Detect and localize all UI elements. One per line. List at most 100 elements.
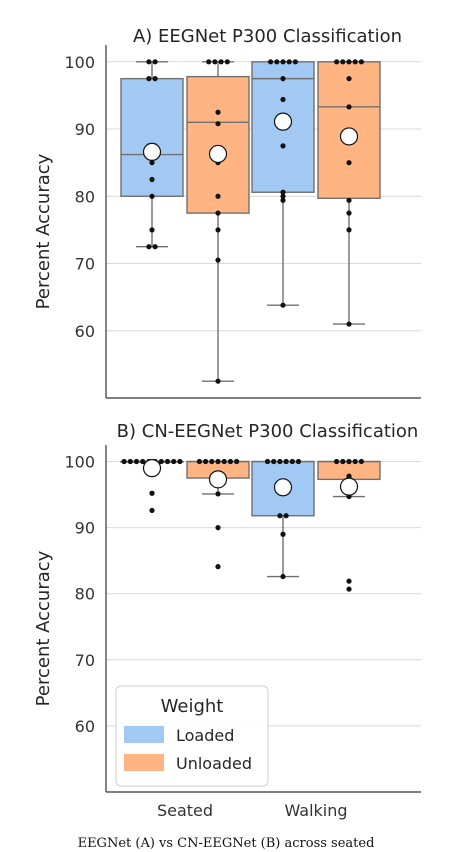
data-point — [215, 210, 221, 216]
data-point — [340, 59, 346, 65]
data-point — [158, 458, 164, 465]
data-point — [133, 458, 140, 465]
panel-b-ytick-60: 60 — [75, 717, 95, 736]
data-point — [121, 458, 127, 465]
data-point — [346, 104, 352, 110]
panel-a-ytick-60: 60 — [75, 322, 95, 341]
data-point — [215, 193, 221, 199]
data-point — [221, 458, 227, 465]
legend-swatch-unloaded — [124, 754, 164, 771]
panel-a-title: A) EEGNet P300 Classification — [133, 26, 402, 47]
panel-b-ytick-80: 80 — [75, 585, 95, 604]
data-point — [215, 525, 221, 531]
legend-label-unloaded: Unloaded — [176, 754, 252, 773]
data-point — [346, 578, 352, 584]
data-point — [271, 458, 277, 465]
legend-label-loaded: Loaded — [176, 726, 234, 745]
data-point — [292, 59, 298, 65]
data-point — [346, 210, 352, 216]
panel-a-ytick-70: 70 — [75, 255, 95, 274]
mean-marker — [142, 459, 162, 478]
xtick-seated: Seated — [157, 801, 213, 820]
panel-a-box-seated-loaded — [120, 59, 184, 250]
data-point — [264, 458, 271, 465]
data-point — [280, 76, 286, 82]
panel-b-ytick-100: 100 — [64, 453, 95, 472]
figure-caption: EEGNet (A) vs CN-EEGNet (B) across seate… — [77, 836, 375, 851]
panel-b-ylabel: Percent Accuracy — [33, 550, 54, 706]
data-point — [352, 458, 358, 465]
data-point — [146, 59, 152, 65]
data-point — [234, 458, 240, 465]
panel-a-box-seated-unloaded — [186, 59, 250, 384]
legend-title: Weight — [161, 696, 224, 717]
mean-marker — [339, 477, 359, 496]
data-point — [286, 59, 292, 65]
panel-a-ytick-100: 100 — [64, 53, 95, 72]
data-point — [127, 458, 133, 465]
panel-b-title: B) CN-EEGNet P300 Classification — [117, 421, 419, 442]
data-point — [280, 193, 286, 199]
data-point — [358, 59, 364, 65]
data-point — [346, 227, 352, 233]
panel-a-box-walking-unloaded — [317, 59, 381, 327]
data-point — [146, 76, 152, 82]
panel-b-box-walking-unloaded — [317, 458, 381, 592]
data-point — [283, 458, 289, 465]
data-point — [215, 564, 221, 570]
data-point — [277, 458, 283, 465]
legend-swatch-loaded — [124, 726, 164, 743]
panel-b-box-seated-unloaded — [186, 458, 250, 570]
data-point — [171, 458, 177, 465]
data-point — [149, 176, 155, 183]
data-point — [215, 257, 221, 263]
data-point — [358, 458, 364, 465]
data-point — [352, 59, 358, 65]
data-point — [215, 109, 221, 115]
data-point — [215, 458, 221, 465]
data-point — [289, 458, 295, 465]
data-point — [346, 321, 352, 327]
data-point — [152, 76, 158, 82]
xtick-walking: Walking — [284, 801, 347, 820]
data-point — [280, 573, 286, 580]
data-point — [340, 458, 346, 465]
data-point — [177, 458, 183, 465]
data-point — [280, 531, 286, 537]
data-point — [280, 302, 286, 308]
data-point — [346, 59, 352, 65]
data-point — [224, 59, 230, 65]
panel-b-box-seated-loaded — [120, 458, 184, 514]
mean-marker — [339, 127, 359, 146]
data-point — [215, 378, 221, 384]
box-iqr — [120, 77, 184, 197]
data-point — [206, 59, 212, 65]
data-point — [215, 227, 221, 233]
data-point — [346, 197, 352, 203]
data-point — [149, 507, 155, 514]
panel-a-box-walking-loaded — [251, 59, 315, 308]
data-point — [149, 227, 155, 233]
panel-a-ytick-80: 80 — [75, 187, 95, 206]
panel-b-box-walking-loaded — [251, 458, 315, 580]
data-point — [274, 59, 280, 65]
panel-b-ytick-70: 70 — [75, 651, 95, 670]
data-point — [212, 59, 218, 65]
data-point — [268, 59, 274, 65]
data-point — [277, 513, 283, 519]
data-point — [346, 160, 352, 166]
data-point — [152, 244, 158, 250]
panel-a-ylabel: Percent Accuracy — [33, 153, 54, 309]
mean-marker — [142, 142, 162, 162]
data-point — [280, 59, 286, 65]
data-point — [149, 160, 155, 166]
mean-marker — [273, 112, 293, 131]
data-point — [215, 121, 221, 127]
mean-marker — [208, 470, 228, 489]
data-point — [146, 244, 152, 250]
data-point — [140, 458, 146, 465]
data-point — [295, 458, 302, 465]
data-point — [227, 458, 233, 465]
data-point — [218, 59, 224, 65]
